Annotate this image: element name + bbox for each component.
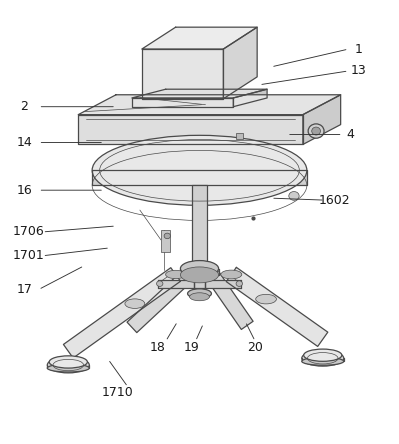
Polygon shape <box>92 170 307 186</box>
Ellipse shape <box>289 191 299 200</box>
Polygon shape <box>223 27 257 99</box>
Polygon shape <box>78 95 341 115</box>
Ellipse shape <box>221 270 242 279</box>
Polygon shape <box>158 280 241 288</box>
Polygon shape <box>180 269 219 275</box>
Polygon shape <box>132 89 267 98</box>
Ellipse shape <box>92 135 307 205</box>
Bar <box>161 230 170 252</box>
Ellipse shape <box>180 267 219 283</box>
Ellipse shape <box>181 270 198 277</box>
Ellipse shape <box>190 293 209 301</box>
Ellipse shape <box>47 357 89 373</box>
Polygon shape <box>142 49 223 99</box>
Polygon shape <box>63 268 180 358</box>
Ellipse shape <box>203 270 220 277</box>
Polygon shape <box>205 270 253 329</box>
Polygon shape <box>194 279 205 289</box>
Polygon shape <box>226 267 328 346</box>
Ellipse shape <box>236 281 243 286</box>
Text: 13: 13 <box>351 64 366 77</box>
Ellipse shape <box>156 281 163 286</box>
Ellipse shape <box>164 233 170 239</box>
Ellipse shape <box>304 349 342 361</box>
Ellipse shape <box>188 289 211 298</box>
Ellipse shape <box>302 350 344 366</box>
Text: 1710: 1710 <box>102 386 134 399</box>
Text: 17: 17 <box>17 283 32 296</box>
Text: 1701: 1701 <box>13 249 44 262</box>
Ellipse shape <box>166 270 186 279</box>
Polygon shape <box>142 27 257 49</box>
Text: 2: 2 <box>21 100 28 113</box>
Text: 14: 14 <box>17 136 32 149</box>
Text: 19: 19 <box>184 341 200 354</box>
Text: 20: 20 <box>247 341 263 354</box>
Ellipse shape <box>312 127 320 135</box>
Polygon shape <box>132 98 233 107</box>
Polygon shape <box>192 186 207 270</box>
Bar <box>236 133 243 139</box>
Ellipse shape <box>49 356 87 368</box>
Text: 18: 18 <box>150 341 166 354</box>
Ellipse shape <box>308 124 324 138</box>
Ellipse shape <box>125 299 145 309</box>
Text: 1602: 1602 <box>319 194 350 206</box>
Polygon shape <box>127 269 194 333</box>
Text: 16: 16 <box>17 184 32 197</box>
Ellipse shape <box>47 364 89 372</box>
Text: 4: 4 <box>347 128 355 141</box>
Polygon shape <box>233 89 267 107</box>
Ellipse shape <box>302 357 344 365</box>
Text: 1706: 1706 <box>13 226 44 238</box>
Polygon shape <box>303 95 341 144</box>
Ellipse shape <box>180 261 219 277</box>
Polygon shape <box>78 115 303 144</box>
Ellipse shape <box>256 294 277 304</box>
Text: 1: 1 <box>355 43 362 56</box>
